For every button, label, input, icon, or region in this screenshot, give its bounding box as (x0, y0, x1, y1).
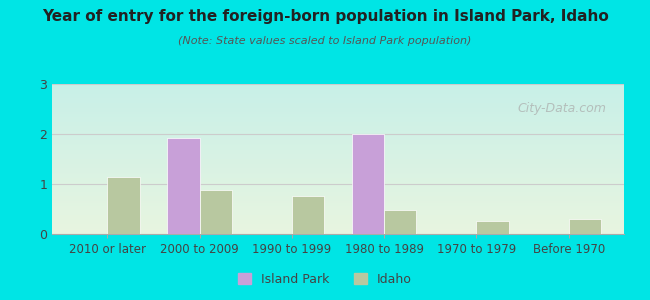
Legend: Island Park, Idaho: Island Park, Idaho (233, 268, 417, 291)
Text: Year of entry for the foreign-born population in Island Park, Idaho: Year of entry for the foreign-born popul… (42, 9, 608, 24)
Text: (Note: State values scaled to Island Park population): (Note: State values scaled to Island Par… (178, 36, 472, 46)
Bar (569, 219, 601, 234)
Bar (292, 196, 324, 234)
Bar (107, 176, 140, 234)
Bar (167, 137, 200, 234)
Bar (476, 221, 509, 234)
Text: City-Data.com: City-Data.com (518, 102, 607, 115)
Bar (352, 134, 384, 234)
Bar (384, 210, 417, 234)
Bar (200, 190, 232, 234)
